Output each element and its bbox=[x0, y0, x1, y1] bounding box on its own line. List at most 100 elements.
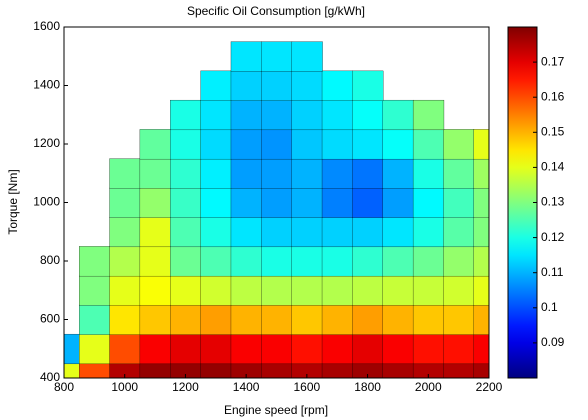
contour-cell bbox=[261, 216, 293, 248]
contour-cell bbox=[291, 275, 323, 306]
contour-cell bbox=[261, 129, 293, 160]
contour-cell bbox=[321, 333, 354, 365]
x-tick-label: 1600 bbox=[294, 380, 321, 394]
colorbar-tick-label: 0.14 bbox=[541, 160, 565, 174]
contour-cell bbox=[200, 304, 232, 335]
contour-field bbox=[64, 41, 489, 378]
contour-cell bbox=[79, 246, 111, 277]
contour-cell bbox=[291, 246, 323, 277]
x-axis-label: Engine speed [rpm] bbox=[224, 403, 328, 417]
contour-cell bbox=[321, 99, 354, 131]
contour-cell bbox=[352, 99, 384, 131]
contour-cell bbox=[200, 187, 232, 218]
contour-cell bbox=[261, 41, 293, 72]
contour-cell bbox=[291, 41, 323, 72]
contour-cell bbox=[321, 129, 354, 160]
contour-cell bbox=[170, 216, 202, 248]
contour-cell bbox=[382, 129, 414, 160]
contour-cell bbox=[412, 304, 445, 335]
contour-cell bbox=[352, 187, 384, 218]
contour-cell bbox=[412, 129, 445, 160]
contour-cell bbox=[443, 216, 475, 248]
contour-cell bbox=[139, 333, 171, 365]
x-tick-label: 2000 bbox=[415, 380, 442, 394]
contour-cell bbox=[170, 158, 202, 189]
contour-cell bbox=[382, 187, 414, 218]
contour-cell bbox=[412, 158, 445, 189]
contour-cell bbox=[109, 216, 141, 248]
x-tick-label: 1200 bbox=[172, 380, 199, 394]
colorbar-tick-label: 0.11 bbox=[541, 265, 564, 279]
contour-cell bbox=[170, 246, 202, 277]
y-tick-label: 600 bbox=[40, 312, 60, 326]
contour-cell bbox=[200, 333, 232, 365]
contour-cell bbox=[352, 70, 384, 101]
contour-cell bbox=[139, 129, 171, 160]
contour-cell bbox=[170, 304, 202, 335]
contour-cell bbox=[109, 158, 141, 189]
contour-cell bbox=[321, 275, 354, 306]
contour-cell bbox=[230, 70, 262, 101]
contour-cell bbox=[291, 304, 323, 335]
chart-title: Specific Oil Consumption [g/kWh] bbox=[187, 4, 365, 18]
contour-cell bbox=[261, 99, 293, 131]
contour-cell bbox=[473, 158, 489, 189]
contour-cell bbox=[261, 187, 293, 218]
contour-cell bbox=[79, 304, 111, 335]
contour-cell bbox=[170, 275, 202, 306]
contour-cell bbox=[443, 246, 475, 277]
contour-cell bbox=[352, 275, 384, 306]
contour-cell bbox=[200, 99, 232, 131]
contour-cell bbox=[230, 99, 262, 131]
contour-cell bbox=[412, 275, 445, 306]
contour-cell bbox=[139, 304, 171, 335]
contour-cell bbox=[109, 275, 141, 306]
contour-cell bbox=[230, 158, 262, 189]
contour-cell bbox=[382, 304, 414, 335]
contour-cell bbox=[261, 70, 293, 101]
contour-cell bbox=[412, 246, 445, 277]
colorbar-tick-label: 0.15 bbox=[541, 124, 565, 138]
y-tick-label: 800 bbox=[40, 253, 60, 267]
contour-cell bbox=[291, 333, 323, 365]
contour-cell bbox=[291, 129, 323, 160]
contour-cell bbox=[473, 246, 489, 277]
contour-cell bbox=[200, 70, 232, 101]
contour-cell bbox=[352, 216, 384, 248]
x-tick-label: 1400 bbox=[233, 380, 260, 394]
contour-cell bbox=[382, 158, 414, 189]
contour-cell bbox=[352, 129, 384, 160]
contour-cell bbox=[291, 216, 323, 248]
contour-cell bbox=[230, 216, 262, 248]
contour-cell bbox=[473, 275, 489, 306]
contour-cell bbox=[352, 304, 384, 335]
contour-cell bbox=[321, 216, 354, 248]
contour-cell bbox=[139, 187, 171, 218]
contour-cell bbox=[382, 333, 414, 365]
contour-cell bbox=[200, 246, 232, 277]
contour-cell bbox=[473, 129, 489, 160]
contour-cell bbox=[230, 275, 262, 306]
contour-cell bbox=[139, 246, 171, 277]
contour-cell bbox=[230, 129, 262, 160]
contour-cell bbox=[200, 129, 232, 160]
contour-cell bbox=[230, 246, 262, 277]
contour-cell bbox=[200, 158, 232, 189]
colorbar-tick-label: 0.09 bbox=[541, 335, 565, 349]
contour-cell bbox=[261, 158, 293, 189]
contour-cell bbox=[139, 158, 171, 189]
y-tick-label: 1200 bbox=[33, 136, 60, 150]
x-tick-label: 800 bbox=[54, 380, 74, 394]
contour-cell bbox=[291, 187, 323, 218]
contour-cell bbox=[412, 99, 445, 131]
contour-cell bbox=[382, 275, 414, 306]
contour-cell bbox=[352, 246, 384, 277]
contour-cell bbox=[382, 99, 414, 131]
contour-cell bbox=[291, 70, 323, 101]
contour-cell bbox=[382, 216, 414, 248]
y-axis-label: Torque [Nm] bbox=[6, 169, 20, 234]
x-tick-label: 1800 bbox=[354, 380, 381, 394]
contour-cell bbox=[261, 275, 293, 306]
y-tick-label: 1600 bbox=[33, 19, 60, 33]
